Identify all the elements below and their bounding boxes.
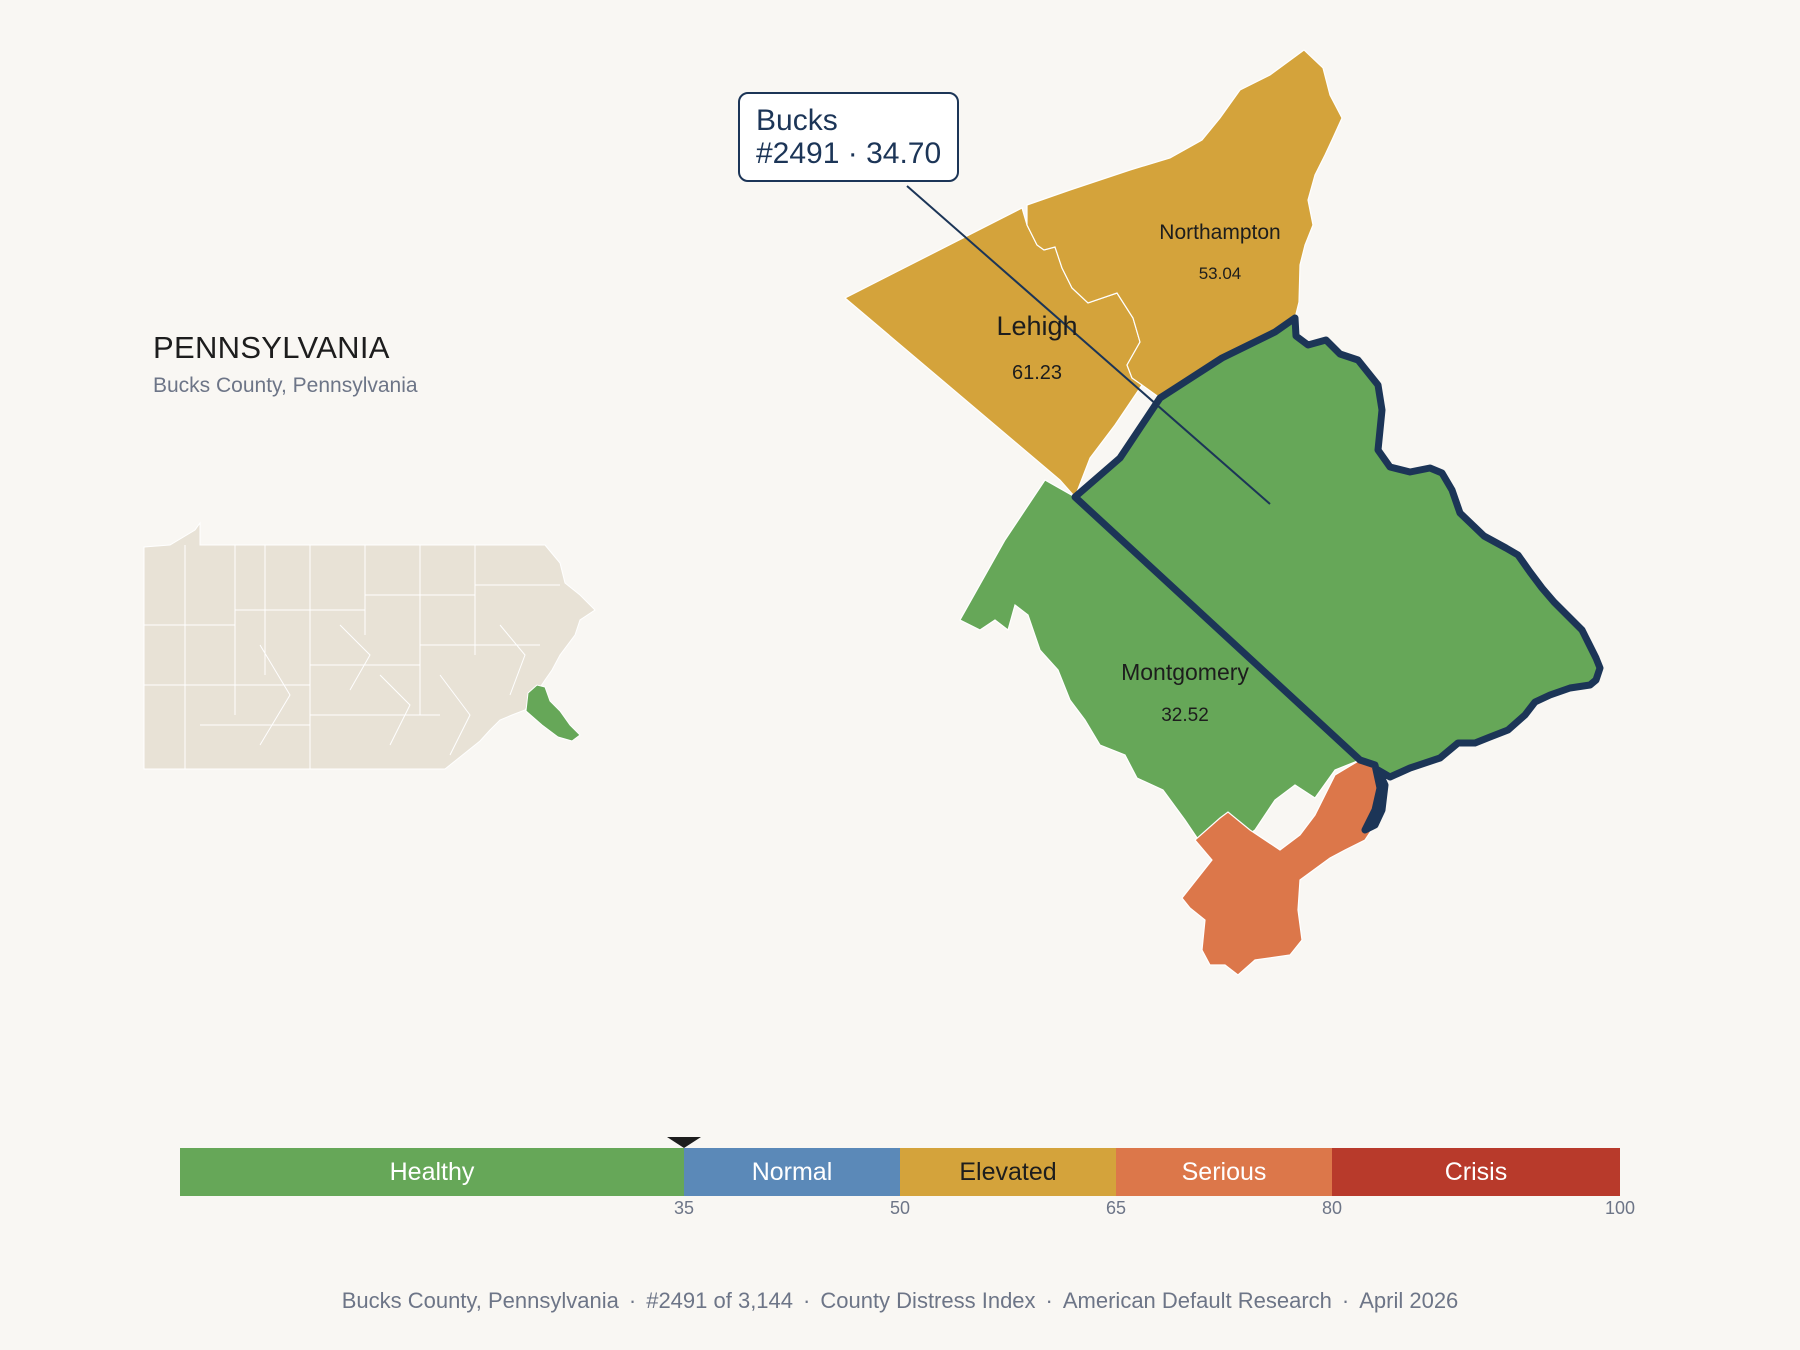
state-title: PENNSYLVANIA xyxy=(153,330,390,365)
legend-tick: 100 xyxy=(1604,1198,1636,1218)
legend-segment-crisis: Crisis xyxy=(1332,1148,1620,1196)
label-lehigh: Lehigh xyxy=(996,311,1077,341)
legend-tick: 80 xyxy=(1321,1198,1343,1218)
footer: Bucks County, Pennsylvania · #2491 of 3,14… xyxy=(341,1288,1459,1313)
legend-tick: 50 xyxy=(889,1198,911,1218)
footer-rank: #2491 of 3,144 xyxy=(646,1288,794,1313)
county-northampton[interactable] xyxy=(1026,49,1343,399)
county-bucks[interactable] xyxy=(1071,314,1604,834)
callout-county-name: Bucks xyxy=(756,104,838,137)
region-map: Northampton 53.04 Lehigh 61.23 Montgomer… xyxy=(843,49,1604,976)
pennsylvania-outline xyxy=(143,521,596,770)
footer-date: April 2026 xyxy=(1359,1288,1459,1313)
distress-legend: Healthy Normal Elevated Serious Crisis xyxy=(180,1148,1620,1196)
value-montgomery: 32.52 xyxy=(1161,705,1209,726)
bucks-county-highlight xyxy=(525,684,581,742)
legend-segment-serious: Serious xyxy=(1116,1148,1332,1196)
county-borders xyxy=(144,545,560,769)
state-subtitle: Bucks County, Pennsylvania xyxy=(153,374,418,397)
state-inset-map xyxy=(143,521,596,770)
label-northampton: Northampton xyxy=(1159,221,1280,244)
legend-tick: 65 xyxy=(1105,1198,1127,1218)
legend-tick: 35 xyxy=(673,1198,695,1218)
footer-index-name: County Distress Index xyxy=(820,1288,1036,1313)
footer-location: Bucks County, Pennsylvania xyxy=(341,1288,619,1313)
county-montgomery[interactable] xyxy=(959,479,1362,861)
title-block: PENNSYLVANIA Bucks County, Pennsylvania xyxy=(153,330,418,398)
legend-segment-normal: Normal xyxy=(684,1148,900,1196)
value-lehigh: 61.23 xyxy=(1012,362,1062,384)
county-philadelphia[interactable] xyxy=(1181,759,1386,976)
legend-segment-elevated: Elevated xyxy=(900,1148,1116,1196)
selected-county-callout: Bucks #2491 · 34.70 xyxy=(738,92,960,182)
label-montgomery: Montgomery xyxy=(1121,659,1249,685)
footer-source: American Default Research xyxy=(1062,1288,1332,1313)
legend-segment-healthy: Healthy xyxy=(180,1148,684,1196)
callout-rank-value: #2491 · 34.70 xyxy=(756,137,942,170)
callout-leader-line xyxy=(906,185,1271,505)
value-northampton: 53.04 xyxy=(1199,264,1242,283)
legend-marker xyxy=(667,1137,701,1148)
